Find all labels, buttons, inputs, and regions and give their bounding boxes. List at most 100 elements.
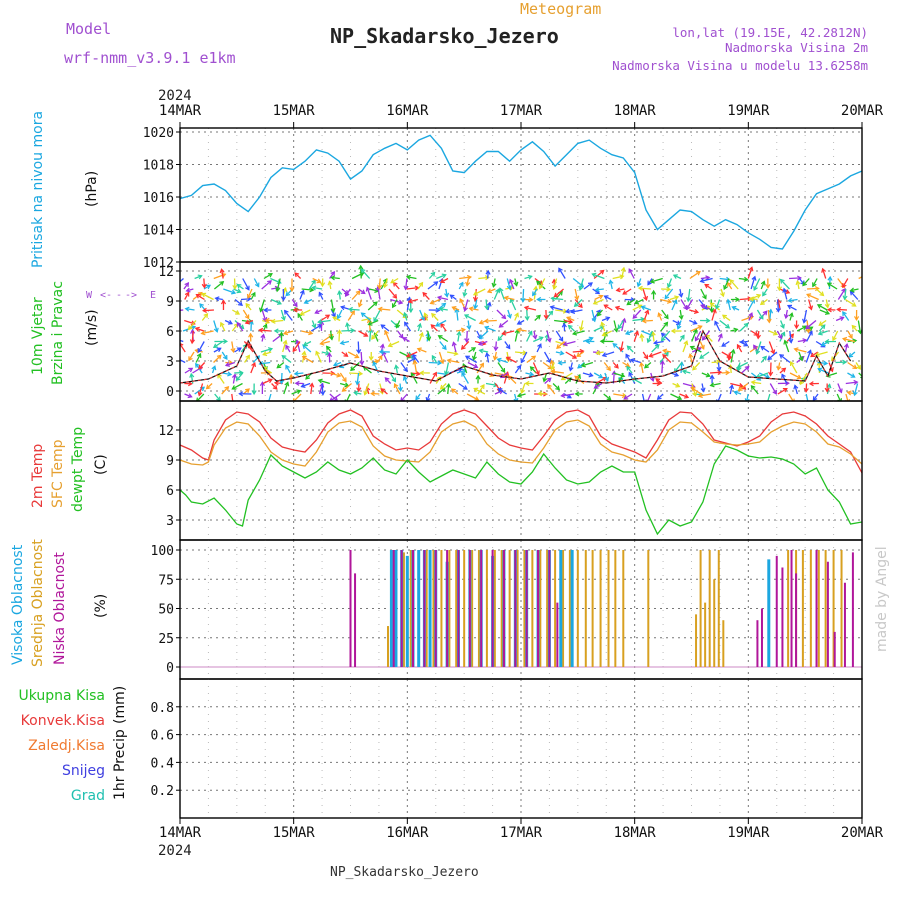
sfc-title: SFC Temp — [50, 439, 66, 508]
wind-arrow — [236, 322, 244, 332]
wind-arrow — [803, 309, 808, 323]
wind-arrow-head — [296, 389, 302, 395]
wind-arrow-head — [371, 334, 376, 340]
wind-arrow-head — [549, 359, 555, 365]
wind-arrow — [717, 362, 720, 371]
wind-arrow — [280, 309, 285, 321]
wind-arrow — [727, 299, 731, 311]
wind-arrow — [612, 362, 619, 369]
wind-arrow — [767, 351, 778, 360]
wind-arrow-head — [626, 365, 631, 371]
wind-arrow-head — [465, 281, 471, 287]
wind-arrow-head — [826, 282, 832, 288]
wind-arrow — [271, 319, 284, 323]
wind-arrow — [593, 298, 604, 305]
pressure-line — [180, 134, 862, 250]
wind-arrow-head — [285, 364, 290, 370]
wind-arrow — [180, 278, 184, 283]
wind-arrow-head — [799, 380, 805, 386]
wind-arrow — [388, 340, 400, 347]
wind-arrow-head — [187, 393, 193, 399]
wind-arrow — [341, 351, 348, 357]
wind-arrow — [514, 365, 522, 374]
wind-arrow — [632, 318, 645, 322]
wind-arrow — [738, 382, 749, 391]
wind-arrow — [853, 383, 859, 396]
wind-arrow-head — [566, 393, 572, 399]
wind-arrow-head — [483, 318, 489, 324]
wind-arrow — [691, 329, 698, 342]
wind-arrow-head — [842, 295, 848, 301]
wind-arrow — [458, 382, 468, 390]
wind-arrow-head — [439, 384, 445, 390]
wind-arrow-head — [850, 373, 856, 378]
wind-arrow — [551, 370, 565, 374]
wind-arrow-head — [473, 363, 479, 369]
wind-arrow-head — [760, 345, 766, 351]
wind-arrow-head — [548, 310, 554, 316]
wind-arrow — [750, 385, 759, 395]
wind-arrow — [406, 276, 417, 280]
wind-arrow-head — [197, 291, 203, 297]
wind-arrow — [503, 372, 509, 384]
wind-arrow — [330, 309, 336, 317]
wind-arrow — [347, 310, 355, 321]
wind-arrow — [661, 330, 671, 342]
wind-arrow-head — [786, 304, 793, 310]
wind-arrow-head — [678, 292, 684, 298]
wind-arrow-head — [812, 396, 818, 401]
wind-arrow — [664, 288, 674, 300]
wind-arrow-head — [425, 397, 431, 401]
wind-arrow-head — [402, 311, 408, 318]
wind-arrow-head — [430, 324, 436, 329]
wind-arrow-head — [808, 305, 814, 311]
legend-ukupna: Ukupna Kisa — [18, 688, 105, 704]
wind-arrow — [467, 361, 478, 368]
wind-arrow — [709, 371, 722, 374]
wind-arrow-head — [593, 384, 599, 389]
wind-arrow-head — [576, 352, 582, 357]
wind-arrow-head — [594, 287, 600, 293]
wind-arrow-head — [373, 317, 378, 323]
wind-arrow — [632, 309, 642, 319]
wind-arrow — [634, 298, 644, 305]
wind-arrow — [591, 309, 596, 322]
wind-arrow-head — [571, 330, 578, 336]
wind-arrow-head — [417, 322, 422, 328]
wind-arrow-head — [516, 327, 522, 333]
wind-arrow-head — [372, 361, 378, 367]
wind-arrow — [710, 382, 721, 387]
wind-arrow — [499, 319, 509, 328]
wind-arrow-head — [614, 305, 620, 311]
wind-arrow — [533, 330, 537, 339]
wind-arrow — [358, 330, 368, 337]
wind-arrow-head — [485, 269, 491, 275]
x-axis-bottom-labels: 14MAR 15MAR 16MAR 17MAR 18MAR 19MAR 20MAR — [159, 818, 884, 841]
wind-arrow — [496, 309, 506, 319]
wind-arrow — [201, 330, 214, 335]
wind-arrow — [312, 277, 321, 283]
wind-arrow-head — [559, 350, 565, 356]
wind-arrow-head — [733, 390, 739, 396]
wind-arrow-head — [360, 312, 366, 318]
wind-arrow-head — [201, 283, 207, 289]
wind-arrow-head — [319, 340, 325, 346]
wind-arrow-head — [267, 280, 272, 285]
wind-arrow-head — [592, 300, 598, 305]
wind-arrow-head — [254, 282, 260, 288]
wind-arrow — [406, 351, 418, 358]
wind-arrow — [597, 309, 603, 317]
wind-arrow-head — [574, 295, 580, 301]
wind-arrow-head — [649, 278, 655, 284]
wind-arrow — [452, 342, 457, 353]
wind-arrow-head — [714, 320, 719, 326]
wind-arrow — [406, 297, 411, 311]
pressure-ytick-label: 1016 — [143, 191, 174, 206]
wind-arrow — [259, 299, 265, 312]
pressure-panel: Pritisak na nivou mora (hPa) 1012 1014 101… — [30, 111, 863, 271]
wind-arrow-head — [666, 286, 672, 292]
wind-arrow-head — [612, 343, 618, 348]
wind-arrow — [818, 319, 827, 326]
wind-arrow — [705, 334, 713, 342]
wind-arrow-head — [721, 314, 727, 320]
